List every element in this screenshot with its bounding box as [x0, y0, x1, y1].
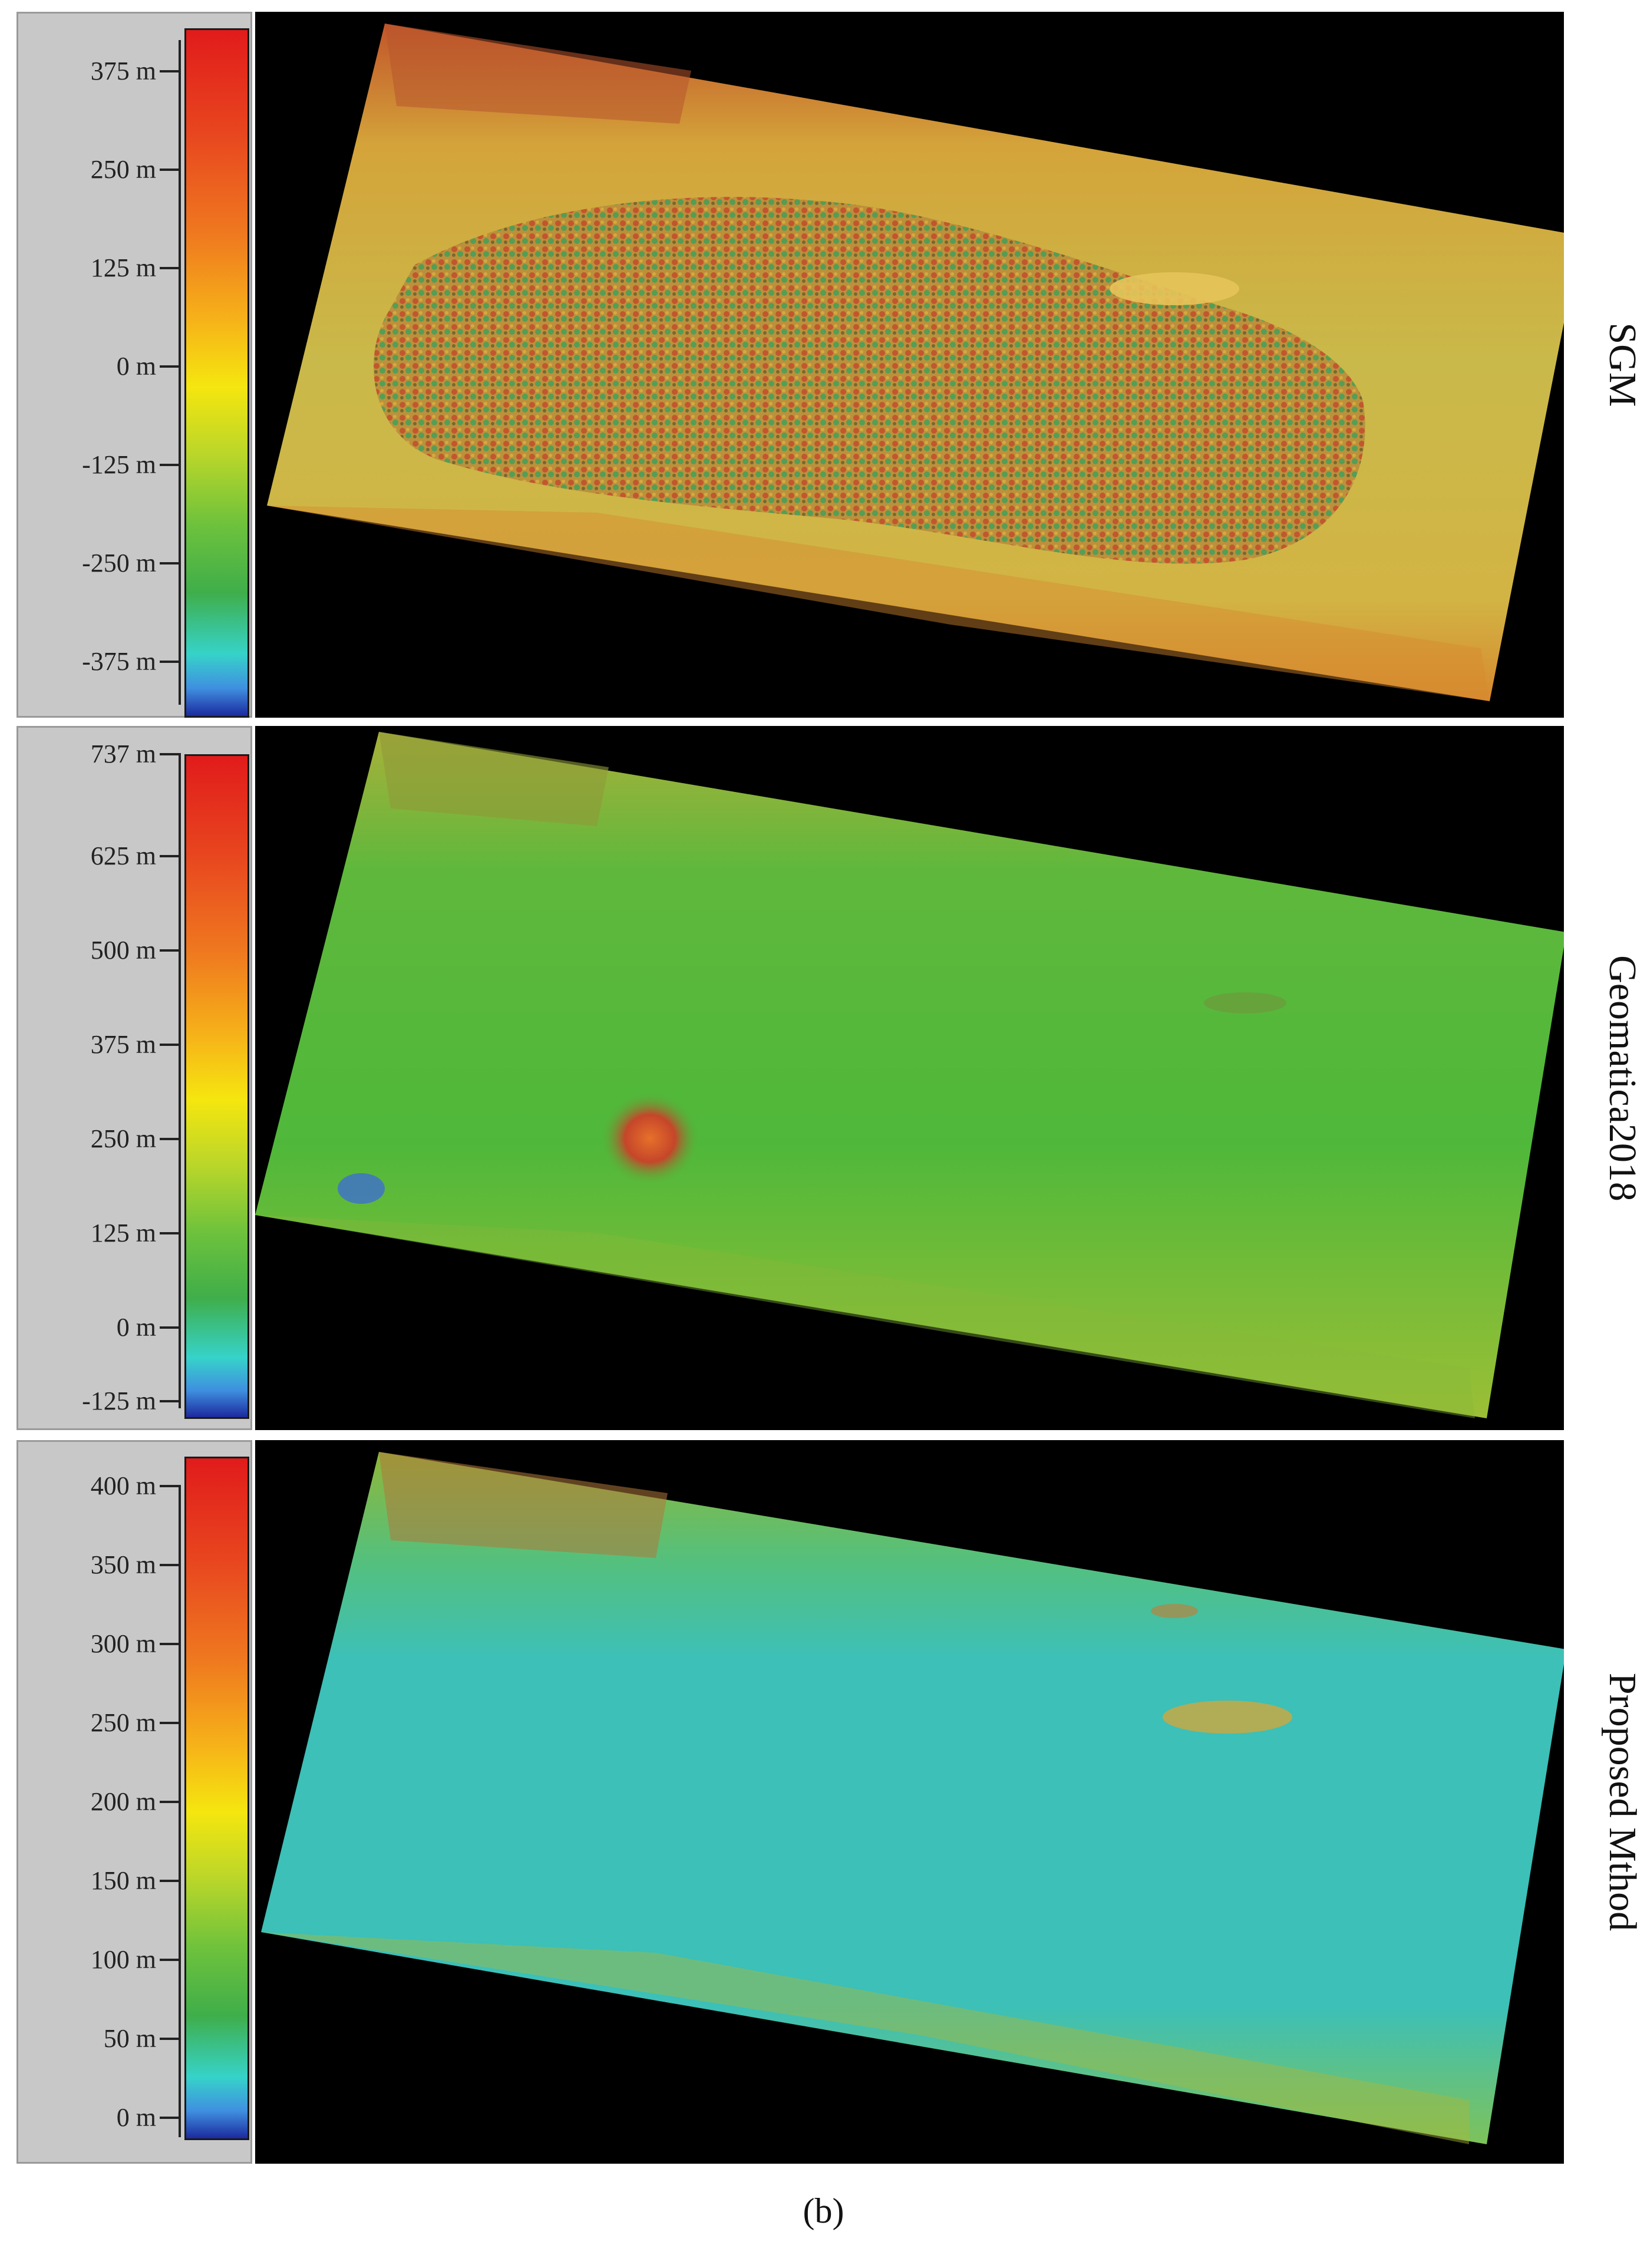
- legend-tick: [160, 70, 181, 72]
- legend-tick-label: -125 m: [82, 1386, 156, 1415]
- legend-tick-label: 250 m: [90, 1124, 156, 1153]
- figure-caption: (b): [803, 2191, 844, 2230]
- legend-tick: [160, 855, 181, 857]
- legend-axis: [179, 754, 181, 1408]
- method-label: Proposed Mthod: [1601, 1672, 1644, 1932]
- legend-tick: [160, 1138, 181, 1140]
- elevation-map-sgm: [255, 12, 1564, 718]
- dem-panel-geomatica2018: 737 m 625 m 500 m 375 m 250 m 125 m 0 m …: [16, 726, 1644, 1430]
- legend-tick-label: 625 m: [90, 841, 156, 870]
- elevation-map-proposed-method: [255, 1440, 1564, 2164]
- legend-axis: [179, 40, 181, 705]
- terrain-render: [255, 732, 1564, 1418]
- legend-tick: [160, 169, 181, 171]
- legend-tick: [160, 661, 181, 663]
- legend-tick: [160, 1722, 181, 1724]
- legend-tick-label: 250 m: [90, 155, 156, 184]
- legend-tick-label: 125 m: [90, 253, 156, 282]
- legend-axis: [179, 1486, 181, 2137]
- legend-tick: [160, 1400, 181, 1402]
- legend-tick-label: 350 m: [90, 1550, 156, 1579]
- legend-tick-label: 375 m: [90, 57, 156, 85]
- legend-tick-label: 375 m: [90, 1030, 156, 1059]
- legend-tick: [160, 365, 181, 368]
- legend-tick-label: 500 m: [90, 936, 156, 965]
- elevation-map-geomatica2018: [255, 726, 1564, 1430]
- legend-tick: [160, 949, 181, 952]
- legend-tick-label: 0 m: [116, 1313, 156, 1342]
- legend-tick-label: 250 m: [90, 1708, 156, 1737]
- legend-tick-label: 100 m: [90, 1945, 156, 1974]
- legend-tick-label: -375 m: [82, 647, 156, 676]
- legend-tick: [160, 1564, 181, 1566]
- terrain-render: [267, 24, 1564, 701]
- legend-tick: [160, 2117, 181, 2119]
- legend-tick: [160, 562, 181, 564]
- terrain-render: [261, 1452, 1564, 2144]
- legend-tick-label: 400 m: [90, 1471, 156, 1500]
- legend-tick: [160, 464, 181, 466]
- method-label: SGM: [1601, 322, 1644, 407]
- legend-tick-label: 0 m: [116, 352, 156, 381]
- legend-colorbar: [184, 754, 249, 1419]
- legend-tick: [160, 267, 181, 269]
- legend-tick: [160, 1326, 181, 1329]
- dem-panel-sgm: 375 m 250 m 125 m 0 m -125 m -250 m -375…: [16, 12, 1644, 718]
- legend-tick: [160, 1485, 181, 1487]
- legend-colorbar: [184, 1457, 249, 2140]
- legend-tick-label: 150 m: [90, 1866, 156, 1895]
- method-label: Geomatica2018: [1601, 955, 1644, 1201]
- legend-tick-label: 0 m: [116, 2103, 156, 2132]
- legend-tick-label: 737 m: [90, 740, 156, 768]
- legend-tick-label: 50 m: [103, 2024, 156, 2053]
- legend-tick-label: 300 m: [90, 1629, 156, 1658]
- legend-tick: [160, 1801, 181, 1803]
- legend-tick: [160, 1959, 181, 1961]
- legend-tick: [160, 1044, 181, 1046]
- legend-tick-label: -250 m: [82, 549, 156, 577]
- legend-tick: [160, 753, 181, 755]
- legend-tick-label: 125 m: [90, 1219, 156, 1247]
- elevation-legend: 400 m 350 m 300 m 250 m 200 m 150 m 100 …: [16, 1440, 252, 2164]
- elevation-legend: 375 m 250 m 125 m 0 m -125 m -250 m -375…: [16, 12, 252, 718]
- elevation-legend: 737 m 625 m 500 m 375 m 250 m 125 m 0 m …: [16, 726, 252, 1430]
- legend-tick: [160, 2038, 181, 2040]
- legend-tick-label: 200 m: [90, 1787, 156, 1816]
- legend-tick: [160, 1880, 181, 1882]
- dem-panel-proposed-method: 400 m 350 m 300 m 250 m 200 m 150 m 100 …: [16, 1440, 1644, 2164]
- legend-colorbar: [184, 28, 249, 718]
- legend-tick: [160, 1643, 181, 1645]
- legend-tick-label: -125 m: [82, 450, 156, 479]
- legend-tick: [160, 1232, 181, 1234]
